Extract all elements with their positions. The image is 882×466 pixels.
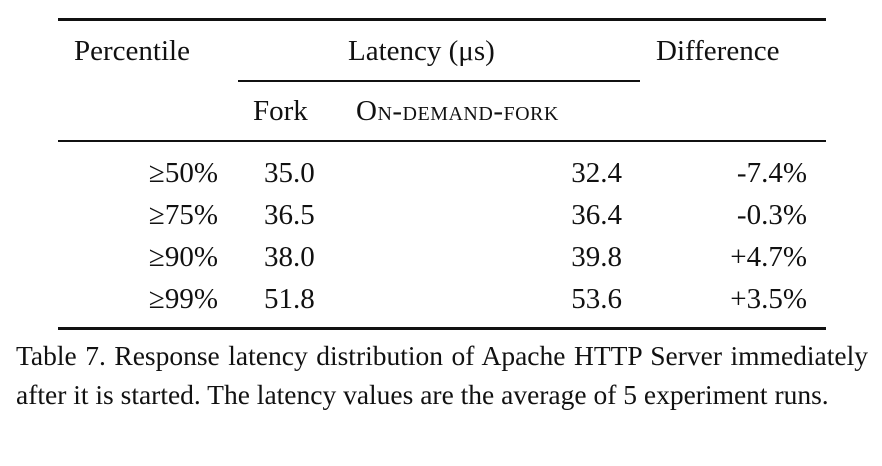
header-fork: Fork [253, 95, 308, 127]
row-difference: +4.7% [730, 241, 807, 273]
header-difference: Difference [656, 35, 780, 67]
table-caption: Table 7. Response latency distribution o… [16, 340, 868, 410]
bottom-rule [58, 327, 826, 330]
row-on-demand-fork: 39.8 [571, 241, 622, 273]
row-percentile: ≥50% [148, 157, 218, 189]
header-latency-group: Latency (μs) [348, 35, 495, 67]
mid-rule [58, 140, 826, 142]
latency-cmidrule [238, 80, 640, 82]
header-on-demand-fork: On-demand-fork [356, 95, 559, 127]
row-difference: -7.4% [736, 157, 807, 189]
row-fork: 36.5 [264, 199, 315, 231]
row-percentile: ≥75% [148, 199, 218, 231]
top-rule [58, 18, 826, 21]
row-percentile: ≥99% [148, 283, 218, 315]
row-fork: 35.0 [264, 157, 315, 189]
row-on-demand-fork: 36.4 [571, 199, 622, 231]
row-percentile: ≥90% [148, 241, 218, 273]
row-fork: 38.0 [264, 241, 315, 273]
row-fork: 51.8 [264, 283, 315, 315]
row-on-demand-fork: 53.6 [571, 283, 622, 315]
row-difference: +3.5% [730, 283, 807, 315]
row-difference: -0.3% [736, 199, 807, 231]
header-percentile: Percentile [74, 35, 190, 67]
row-on-demand-fork: 32.4 [571, 157, 622, 189]
